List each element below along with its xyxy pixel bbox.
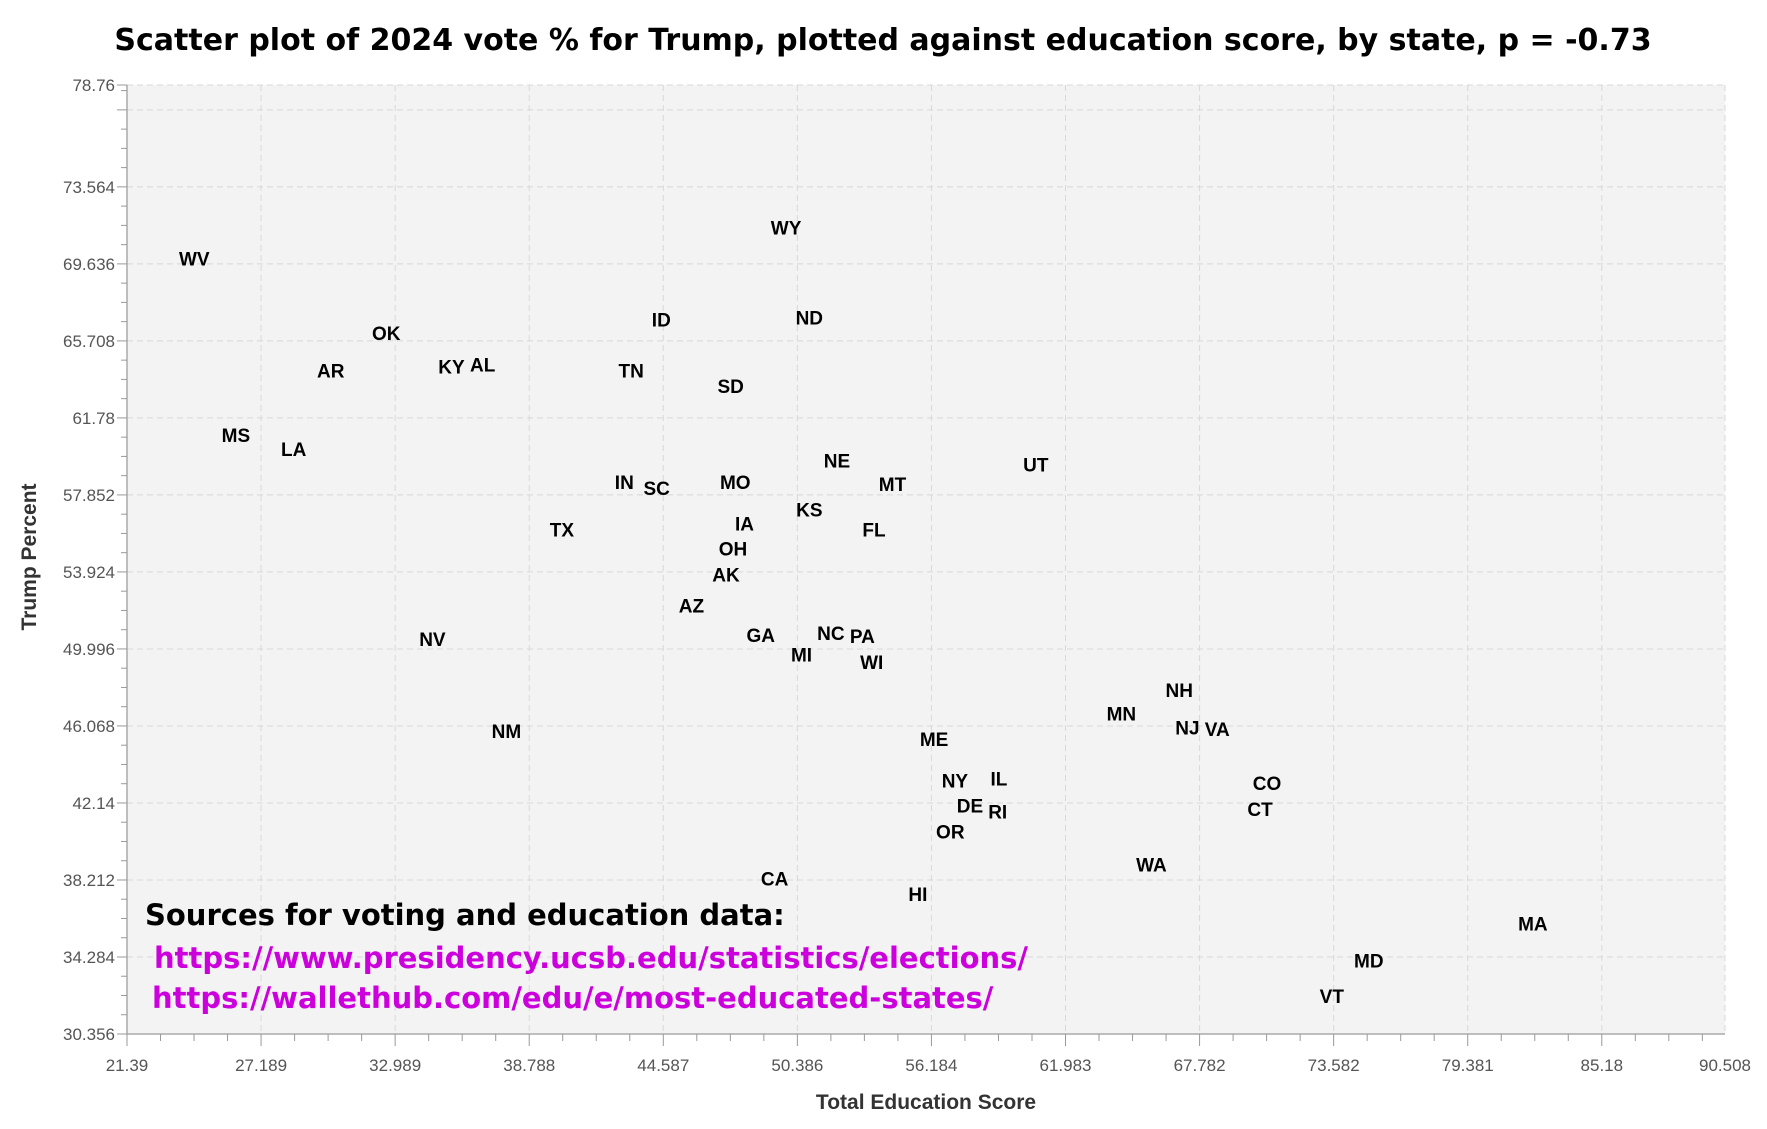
state-point-in: IN (615, 473, 634, 494)
state-point-ok: OK (372, 324, 401, 345)
y-axis-ticks: 30.356 34.284 38.212 42.14 46.068 49.996 53.92… (63, 76, 127, 1044)
y-tick-label: 73.564 (63, 178, 115, 197)
y-tick-label: 30.356 (63, 1025, 115, 1044)
x-tick-label: 32.989 (369, 1056, 421, 1075)
state-point-ar: AR (317, 362, 345, 383)
y-tick-label: 69.636 (63, 255, 115, 274)
state-point-nm: NM (492, 722, 522, 743)
state-point-ga: GA (746, 626, 775, 647)
state-point-ne: NE (824, 452, 850, 473)
y-axis-label: Trump Percent (18, 483, 41, 630)
state-point-hi: HI (908, 885, 927, 906)
state-point-mt: MT (879, 475, 907, 496)
state-point-ky: KY (438, 358, 465, 379)
source-link-wallethub[interactable]: https://wallethub.com/edu/e/most-educate… (152, 981, 994, 1015)
y-tick-label: 34.284 (63, 948, 115, 967)
x-tick-label: 38.788 (503, 1056, 555, 1075)
x-tick-label: 85.18 (1581, 1056, 1624, 1075)
x-tick-label: 67.782 (1174, 1056, 1226, 1075)
state-point-az: AZ (679, 597, 705, 618)
state-point-sc: SC (643, 479, 670, 500)
x-axis-ticks: 21.39 27.189 32.989 38.788 44.587 50.386 56.18… (106, 1034, 1751, 1075)
state-point-nh: NH (1165, 681, 1192, 702)
state-point-pa: PA (850, 627, 875, 648)
state-point-id: ID (652, 311, 671, 332)
state-point-nc: NC (817, 624, 845, 645)
state-point-fl: FL (862, 520, 886, 541)
state-point-or: OR (936, 822, 965, 843)
state-point-ia: IA (735, 514, 754, 535)
state-point-oh: OH (719, 540, 748, 561)
x-tick-label: 61.983 (1040, 1056, 1092, 1075)
state-point-me: ME (920, 730, 949, 751)
state-point-md: MD (1354, 952, 1384, 973)
state-point-ma: MA (1518, 914, 1548, 935)
x-tick-label: 27.189 (235, 1056, 287, 1075)
state-point-al: AL (470, 356, 496, 377)
y-tick-label: 42.14 (72, 794, 115, 813)
y-tick-label: 57.852 (63, 486, 115, 505)
state-point-wv: WV (179, 250, 210, 271)
state-point-ak: AK (712, 566, 740, 587)
state-point-wi: WI (860, 653, 883, 674)
x-tick-label: 56.184 (905, 1056, 957, 1075)
state-point-va: VA (1205, 720, 1230, 741)
x-tick-label: 50.386 (771, 1056, 823, 1075)
state-point-ct: CT (1247, 800, 1273, 821)
state-point-nd: ND (796, 309, 823, 330)
state-point-ca: CA (761, 869, 789, 890)
gridlines (127, 84, 1726, 1034)
state-point-la: LA (281, 440, 307, 461)
x-tick-label: 21.39 (106, 1056, 149, 1075)
plot-area (127, 85, 1725, 1034)
sources-heading: Sources for voting and education data: (145, 898, 785, 932)
x-tick-label: 44.587 (637, 1056, 689, 1075)
source-link-presidency[interactable]: https://www.presidency.ucsb.edu/statisti… (154, 941, 1028, 975)
state-point-ks: KS (796, 501, 822, 522)
axes (126, 85, 1725, 1035)
y-tick-label: 53.924 (63, 563, 115, 582)
y-tick-label: 38.212 (63, 871, 115, 890)
y-tick-label: 78.76 (72, 76, 115, 95)
y-tick-label: 65.708 (63, 332, 115, 351)
state-point-mo: MO (720, 473, 751, 494)
state-point-ut: UT (1023, 456, 1049, 477)
state-point-mn: MN (1107, 705, 1137, 726)
state-point-co: CO (1253, 774, 1282, 795)
state-point-wy: WY (771, 218, 802, 239)
state-point-sd: SD (717, 377, 743, 398)
state-point-tn: TN (619, 362, 644, 383)
y-tick-label: 61.78 (72, 409, 115, 428)
data-points: WV WY ID ND OK AR KY AL TN SD MS LA NE UT IN SC MO MT KS TX… (179, 218, 1548, 1008)
state-point-nj: NJ (1175, 718, 1199, 739)
state-point-ny: NY (942, 771, 969, 792)
state-point-vt: VT (1320, 987, 1345, 1008)
state-point-tx: TX (550, 520, 575, 541)
x-tick-label: 73.582 (1308, 1056, 1360, 1075)
state-point-ms: MS (222, 426, 251, 447)
chart-title: Scatter plot of 2024 vote % for Trump, p… (114, 23, 1651, 58)
state-point-nv: NV (419, 630, 446, 651)
x-tick-label: 79.381 (1442, 1056, 1494, 1075)
y-tick-label: 46.068 (63, 717, 115, 736)
state-point-wa: WA (1136, 856, 1167, 877)
y-tick-label: 49.996 (63, 640, 115, 659)
state-point-il: IL (990, 769, 1007, 790)
x-tick-label: 90.508 (1699, 1056, 1751, 1075)
x-axis-label: Total Education Score (816, 1091, 1036, 1114)
state-point-ri: RI (988, 803, 1007, 824)
state-point-mi: MI (791, 646, 812, 667)
state-point-de: DE (957, 796, 983, 817)
